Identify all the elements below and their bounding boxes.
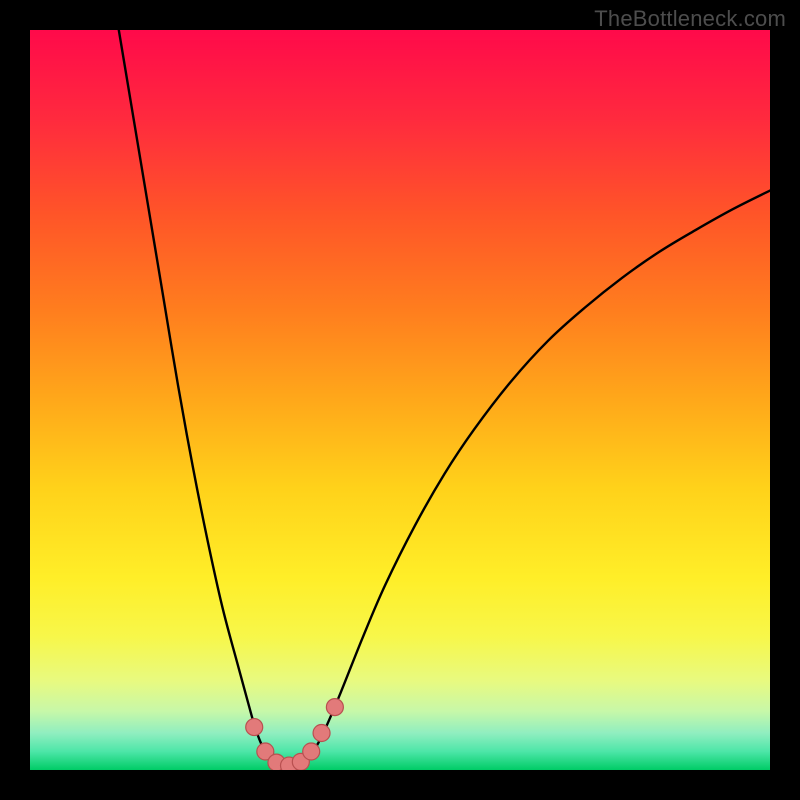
marker-point [246,719,263,736]
watermark-text: TheBottleneck.com [594,6,786,32]
marker-point [313,725,330,742]
marker-point [303,743,320,760]
gradient-background [30,30,770,770]
marker-point [326,699,343,716]
chart-canvas: TheBottleneck.com [0,0,800,800]
plot-area [30,30,770,770]
chart-svg [30,30,770,770]
